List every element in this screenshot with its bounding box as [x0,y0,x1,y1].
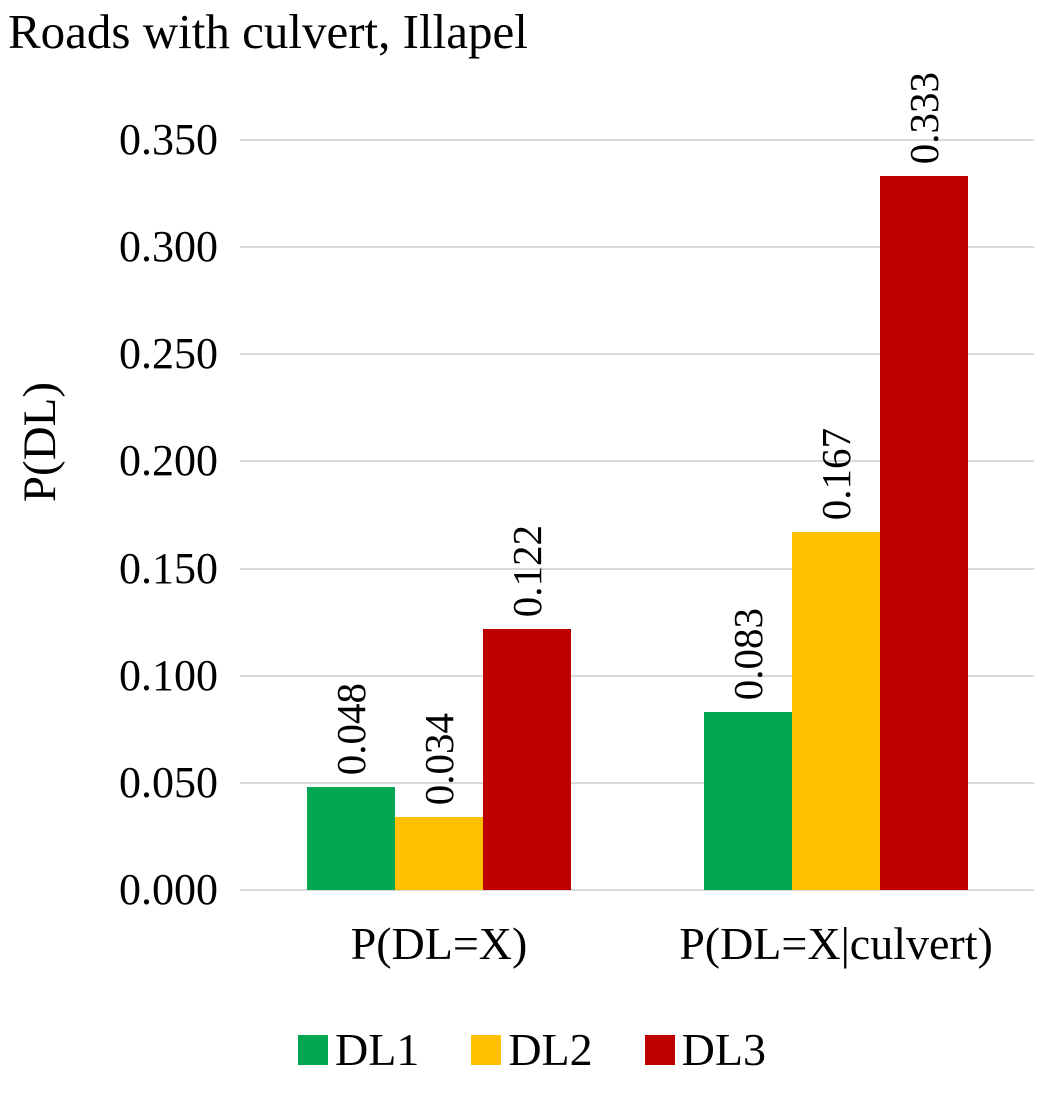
y-tick-label: 0.000 [119,865,218,914]
legend-swatch-dl1 [298,1035,328,1065]
legend-item-dl1: DL1 [298,1024,419,1076]
y-tick-label: 0.200 [119,436,218,485]
bar-dl1-P(DL=X) [307,787,395,890]
x-category-label: P(DL=X|culvert) [679,918,993,969]
x-category-label: P(DL=X) [350,918,528,969]
gridline [240,568,1034,570]
y-tick-label: 0.350 [119,115,218,164]
bar-value-label: 0.333 [901,71,947,164]
bar-value-label: 0.122 [504,524,550,617]
bar-value-label: 0.083 [725,607,771,700]
gridline [240,675,1034,677]
gridline [240,139,1034,141]
legend-item-dl3: DL3 [644,1024,766,1076]
y-tick-label: 0.100 [119,651,218,700]
legend-label: DL2 [508,1024,593,1075]
gridline [240,460,1034,462]
plot-area: 0.048 0.034 0.122 0.083 0.167 0.333 [240,72,1034,891]
bar-value-label: 0.034 [416,712,462,805]
legend-label: DL1 [335,1024,420,1075]
bar-value-label: 0.167 [813,427,859,520]
gridline [240,782,1034,784]
bar-value-label: 0.048 [328,682,374,775]
legend-label: DL3 [681,1024,766,1075]
y-tick-label: 0.250 [119,329,218,378]
legend-swatch-dl3 [644,1035,675,1065]
y-tick-label: 0.150 [119,544,218,593]
bar-dl2-P(DL=X) [395,817,483,890]
gridline [240,353,1034,355]
gridline [240,246,1034,248]
gridline [240,889,1034,891]
chart-title: Roads with culvert, Illapel [8,4,528,59]
legend-swatch-dl2 [471,1035,502,1065]
bar-dl3-P(DL=X) [483,629,571,890]
legend: DL1 DL2 DL3 [0,1024,1064,1076]
y-tick-label: 0.050 [119,758,218,807]
bar-dl2-P(DL=X|culvert) [792,532,880,890]
bar-dl1-P(DL=X|culvert) [704,712,792,890]
bar-dl3-P(DL=X|culvert) [880,176,968,890]
y-tick-label: 0.300 [119,222,218,271]
legend-item-dl2: DL2 [471,1024,593,1076]
